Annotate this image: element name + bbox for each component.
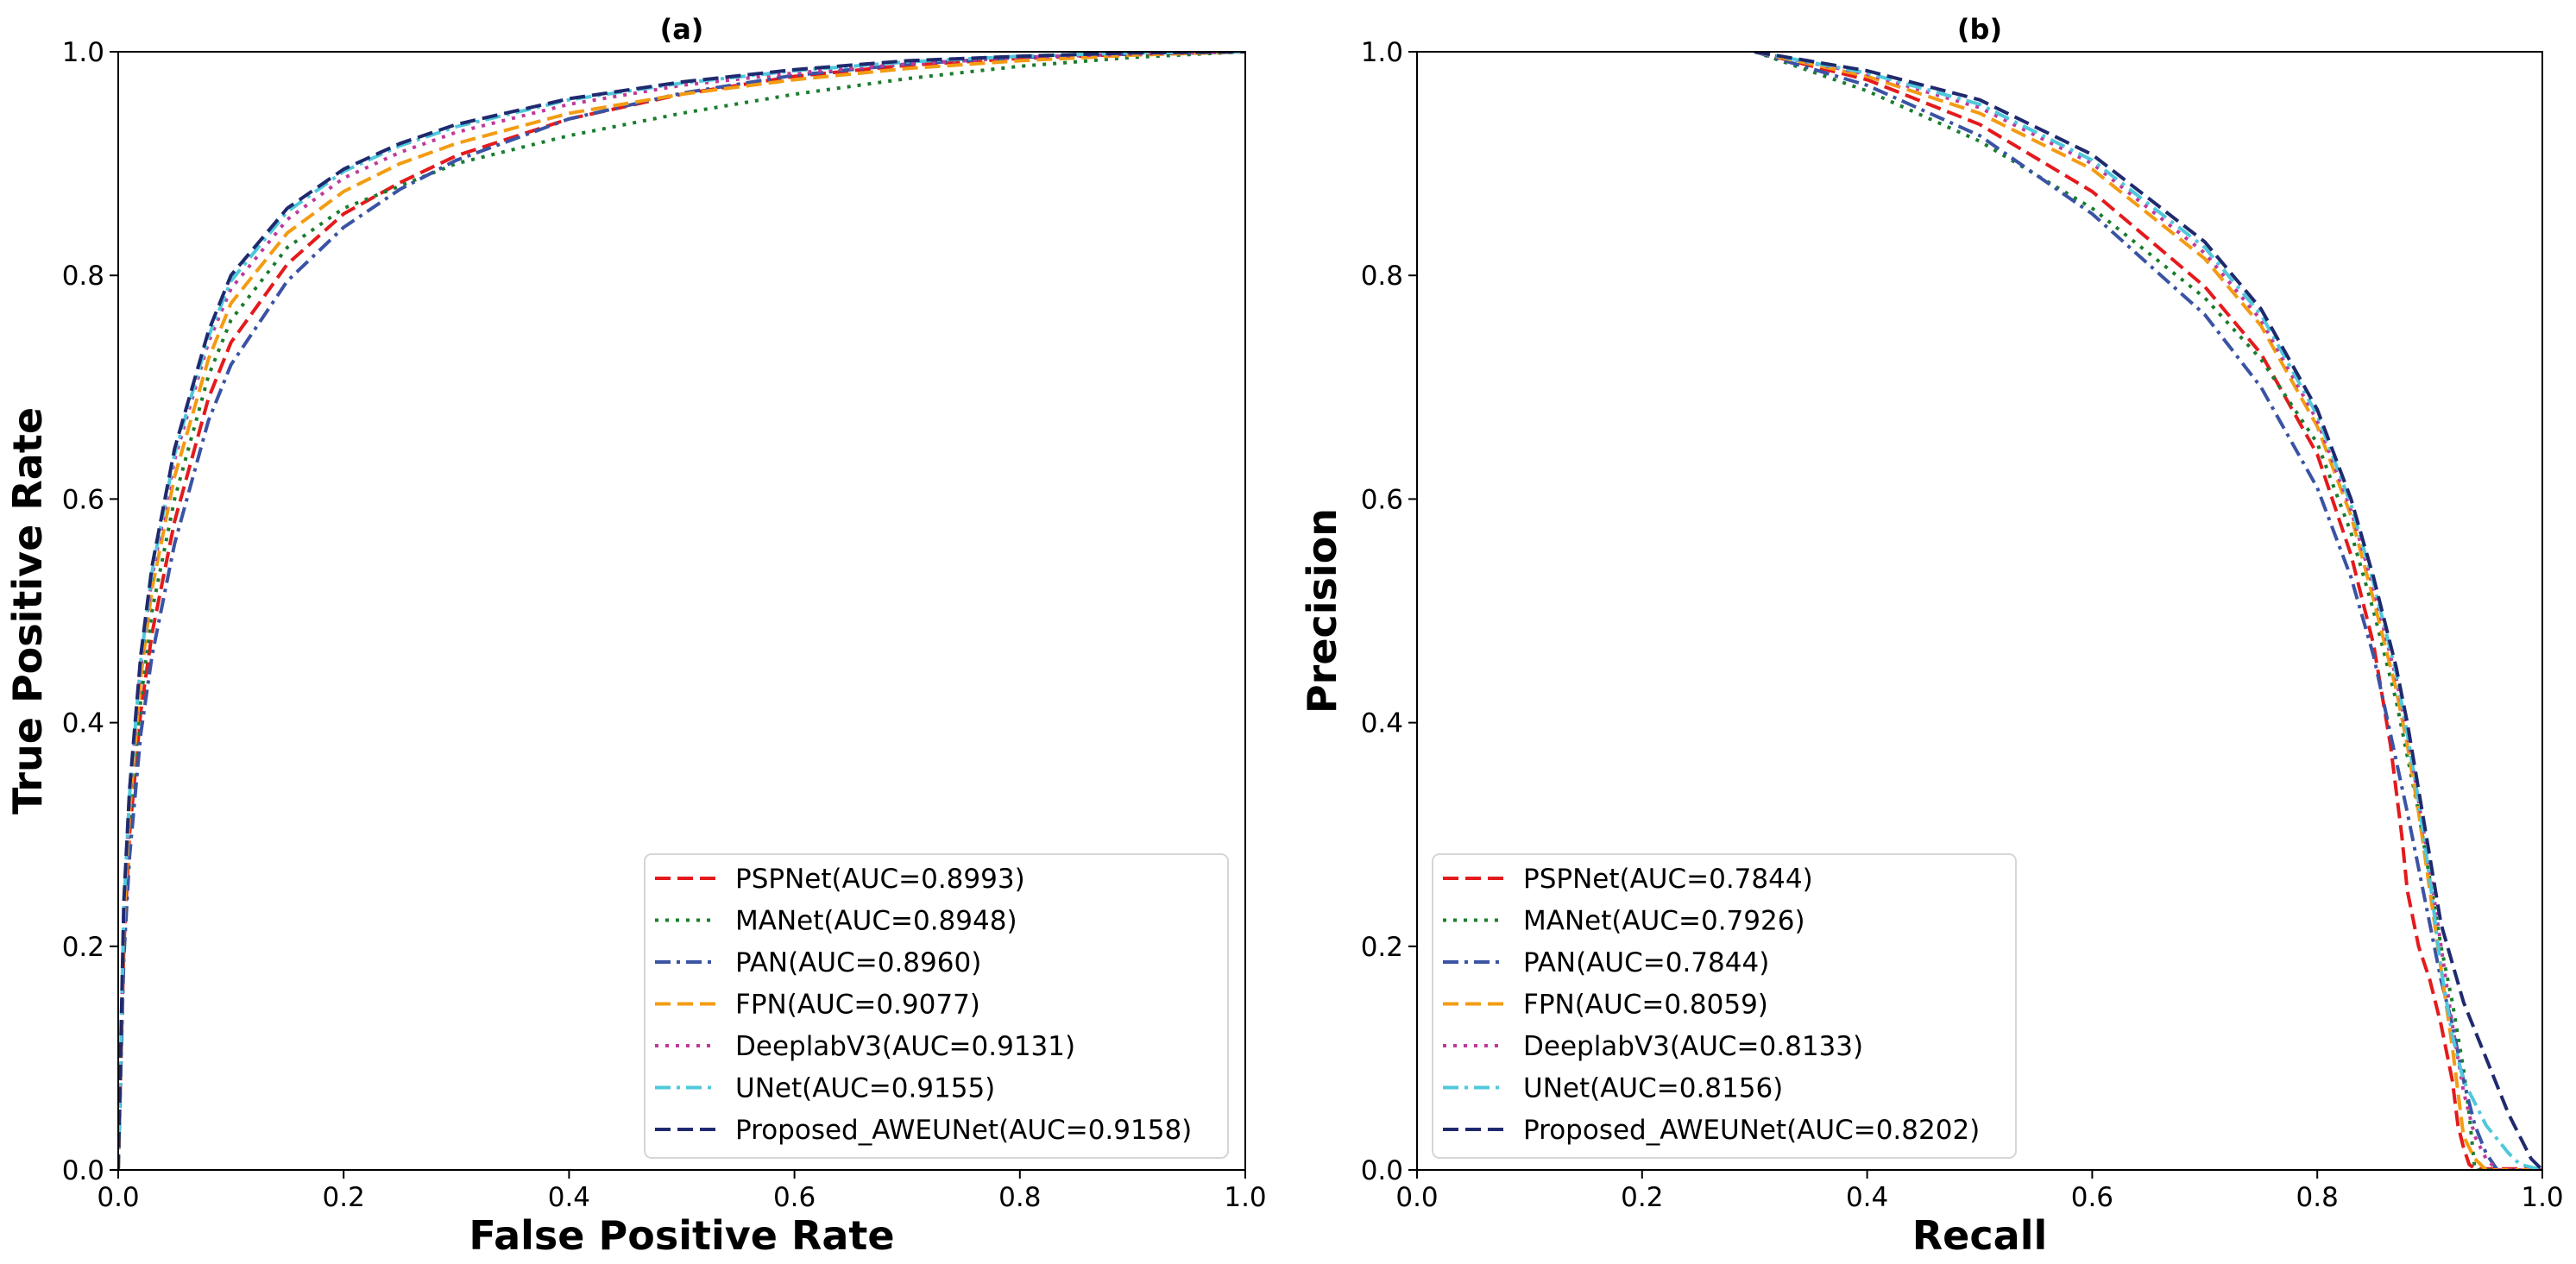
panel-b-ytick-label-3: 0.6 bbox=[1361, 484, 1403, 515]
panel-a-legend-label-5: UNet(AUC=0.9155) bbox=[735, 1073, 995, 1104]
panel-b-xtick-label-5: 1.0 bbox=[2521, 1182, 2563, 1213]
panel-a-ytick-label-0: 0.0 bbox=[62, 1155, 104, 1186]
panel-a-legend: PSPNet(AUC=0.8993) MANet(AUC=0.8948) PAN(A… bbox=[644, 853, 1229, 1159]
panel-a-ytick-label-4: 0.8 bbox=[62, 261, 104, 292]
panel-b-title: (b) bbox=[1957, 13, 2002, 46]
panel-b-legend: PSPNet(AUC=0.7844) MANet(AUC=0.7926) PAN(A… bbox=[1432, 853, 2017, 1159]
panel-a-ytick-label-5: 1.0 bbox=[62, 37, 104, 68]
panel-b-xlabel: Recall bbox=[1912, 1212, 2047, 1259]
panel-b-series-line-2 bbox=[1754, 52, 2542, 1170]
panel-b-ytick-label-4: 0.8 bbox=[1361, 261, 1403, 292]
panel-b-legend-label-5: UNet(AUC=0.8156) bbox=[1523, 1073, 1783, 1104]
panel-b-xtick-label-4: 0.8 bbox=[2296, 1182, 2339, 1213]
panel-b-legend-label-4: DeeplabV3(AUC=0.8133) bbox=[1523, 1031, 1863, 1062]
panel-b-xtick-label-0: 0.0 bbox=[1395, 1182, 1438, 1213]
panel-a-series-line-2 bbox=[118, 52, 1245, 1170]
panel-a-xlabel: False Positive Rate bbox=[469, 1212, 894, 1259]
panel-b-legend-box bbox=[1432, 853, 2017, 1159]
panel-b-xtick-label-3: 0.6 bbox=[2071, 1182, 2113, 1213]
panel-b-series-line-6 bbox=[1754, 52, 2542, 1170]
panel-a-xtick-label-0: 0.0 bbox=[97, 1182, 139, 1213]
panel-b-xtick-label-1: 0.2 bbox=[1621, 1182, 1663, 1213]
panel-a-legend-label-0: PSPNet(AUC=0.8993) bbox=[735, 864, 1025, 895]
panel-b-series-line-5 bbox=[1754, 52, 2542, 1170]
panel-a-xtick-label-2: 0.4 bbox=[548, 1182, 590, 1213]
panel-b-legend-label-6: Proposed_AWEUNet(AUC=0.8202) bbox=[1523, 1115, 1980, 1146]
panel-b-plot-area: 0.0 0.2 0.4 0.6 0.8 1.0 0.0 0.2 0.4 0.6 0.8 1.0 PSPN… bbox=[1361, 37, 2564, 1213]
panel-a-xtick-label-3: 0.6 bbox=[773, 1182, 816, 1213]
panel-b-legend-label-0: PSPNet(AUC=0.7844) bbox=[1523, 864, 1813, 895]
panel-b-axes-frame bbox=[1416, 51, 2543, 1171]
panel-b-series-line-3 bbox=[1754, 52, 2542, 1170]
panel-a-legend-label-1: MANet(AUC=0.8948) bbox=[735, 906, 1017, 937]
panel-b-xtick-label-2: 0.4 bbox=[1846, 1182, 1888, 1213]
panel-a-legend-box bbox=[644, 853, 1229, 1159]
panel-a-xtick-label-4: 0.8 bbox=[998, 1182, 1041, 1213]
panel-b-ytick-label-1: 0.2 bbox=[1361, 932, 1403, 963]
panel-b-series-line-1 bbox=[1754, 52, 2542, 1170]
panel-a-series-line-6 bbox=[118, 52, 1245, 1170]
panel-a-series-line-3 bbox=[118, 52, 1245, 1170]
panel-a-plot-area: 0.0 0.2 0.4 0.6 0.8 1.0 0.0 0.2 0.4 0.6 0.8 1.0 PSPN… bbox=[62, 37, 1267, 1213]
panel-a-ytick-label-3: 0.6 bbox=[62, 484, 104, 515]
panel-b-ylabel: Precision bbox=[1299, 508, 1345, 714]
panel-b-legend-label-3: FPN(AUC=0.8059) bbox=[1523, 990, 1768, 1021]
panel-a-xtick-label-5: 1.0 bbox=[1224, 1182, 1266, 1213]
panel-a-ytick-label-1: 0.2 bbox=[62, 932, 104, 963]
panel-b-legend-label-1: MANet(AUC=0.7926) bbox=[1523, 906, 1805, 937]
panel-a-legend-label-3: FPN(AUC=0.9077) bbox=[735, 990, 980, 1021]
panel-b-ytick-label-0: 0.0 bbox=[1361, 1155, 1403, 1186]
panel-a-ytick-label-2: 0.4 bbox=[62, 708, 104, 739]
panel-b-ytick-label-2: 0.4 bbox=[1361, 708, 1403, 739]
panel-b-series-line-4 bbox=[1754, 52, 2542, 1170]
panel-a-legend-label-4: DeeplabV3(AUC=0.9131) bbox=[735, 1031, 1075, 1062]
panel-a-title: (a) bbox=[660, 13, 704, 46]
panel-a-legend-label-2: PAN(AUC=0.8960) bbox=[735, 947, 981, 978]
panel-b-series-line-0 bbox=[1754, 52, 2542, 1170]
panel-b: (b) Precision Recall 0.0 0.2 0.4 0.6 0.8 1.00… bbox=[1299, 13, 2564, 1259]
panel-b-ytick-label-5: 1.0 bbox=[1361, 37, 1403, 68]
panel-a-legend-label-6: Proposed_AWEUNet(AUC=0.9158) bbox=[735, 1115, 1192, 1146]
panel-b-legend-label-2: PAN(AUC=0.7844) bbox=[1523, 947, 1769, 978]
panel-a-xtick-label-1: 0.2 bbox=[323, 1182, 365, 1213]
panel-a-axes-frame bbox=[117, 51, 1246, 1171]
panel-a-ylabel: True Positive Rate bbox=[4, 407, 51, 814]
panel-a: (a) True Positive Rate False Positive Ra… bbox=[4, 13, 1267, 1259]
